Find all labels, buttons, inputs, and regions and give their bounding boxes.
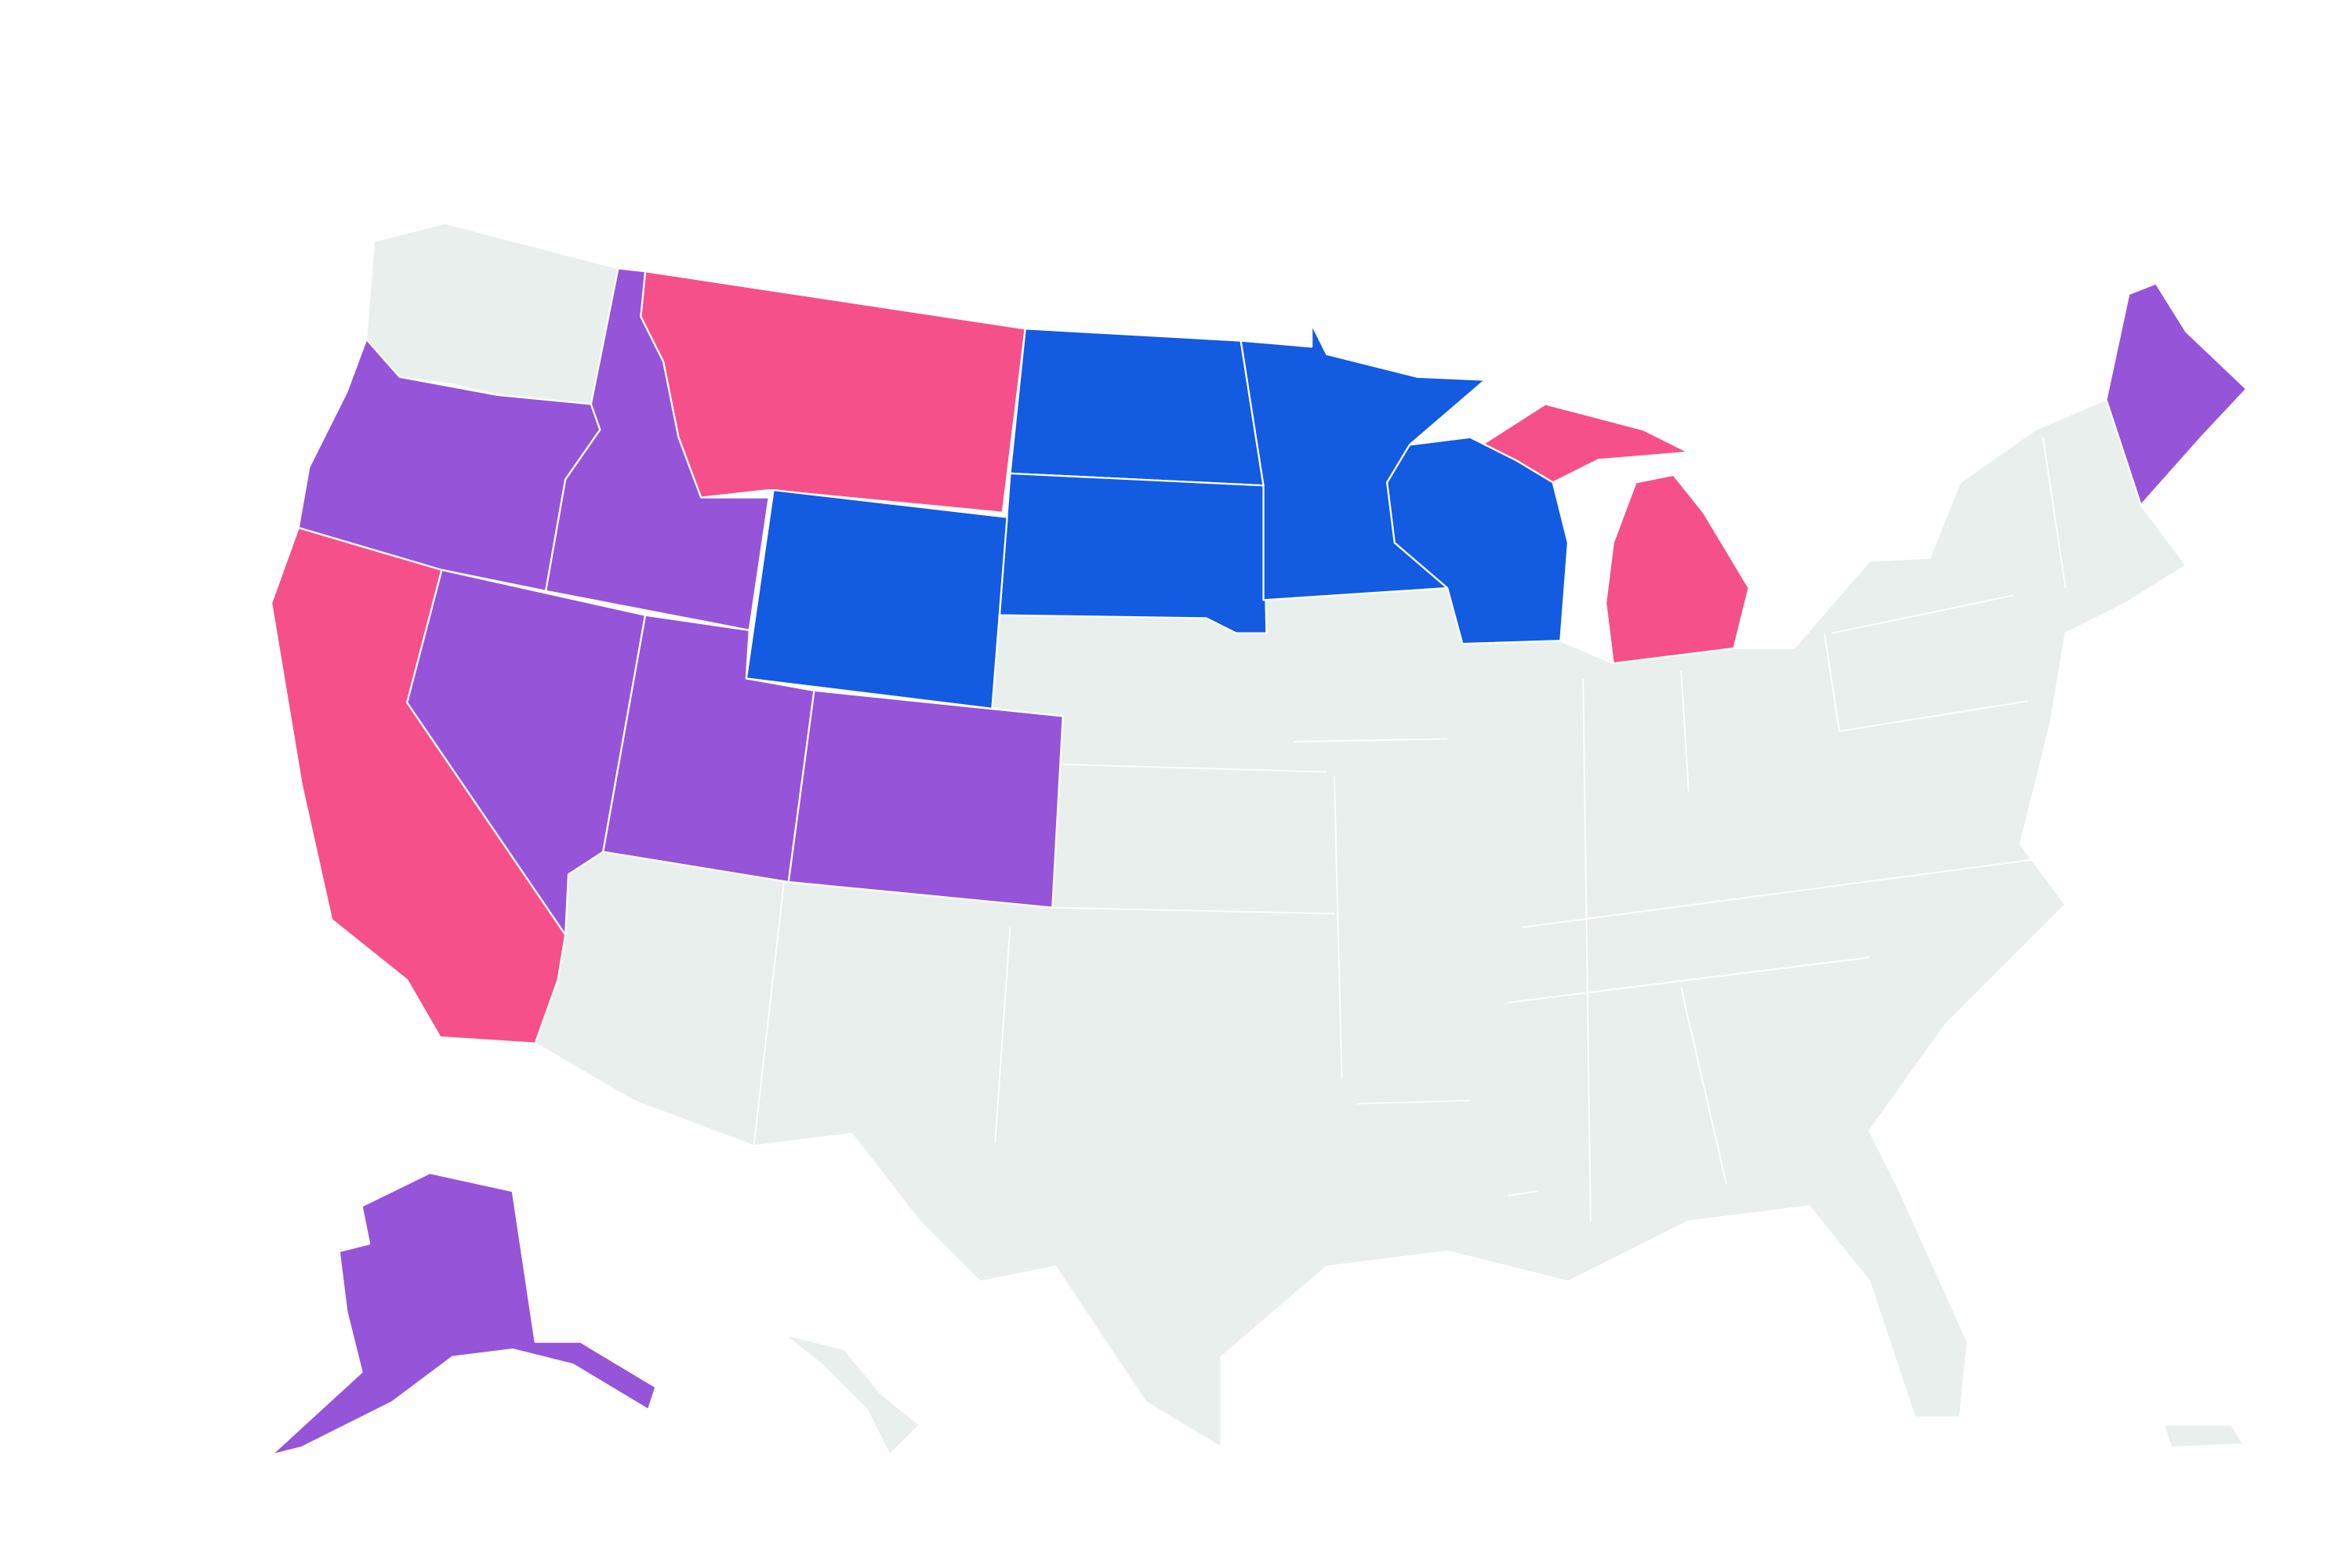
border [1507, 1190, 1538, 1196]
state [782, 1333, 921, 1456]
border [1839, 700, 2028, 732]
border [1831, 594, 2013, 634]
state [2162, 1424, 2245, 1449]
border [1293, 738, 1448, 743]
state [1009, 328, 1265, 487]
border [1052, 906, 1334, 915]
border [1333, 776, 1343, 1079]
border [1356, 1099, 1471, 1105]
state [270, 1172, 657, 1456]
border [1507, 956, 1870, 1004]
border [2042, 437, 2067, 589]
border [1582, 678, 1592, 1221]
border [1823, 633, 1841, 731]
border [753, 881, 785, 1146]
border [1062, 764, 1327, 773]
state [2105, 282, 2248, 506]
border [1680, 987, 1727, 1184]
state [787, 689, 1064, 909]
border [994, 927, 1011, 1143]
state [745, 488, 1008, 710]
border [1523, 858, 2036, 928]
state [545, 267, 770, 631]
state [998, 472, 1268, 634]
state-borders [753, 437, 2067, 1221]
border [1680, 670, 1690, 792]
state [1604, 474, 1750, 665]
state [1386, 436, 1570, 645]
